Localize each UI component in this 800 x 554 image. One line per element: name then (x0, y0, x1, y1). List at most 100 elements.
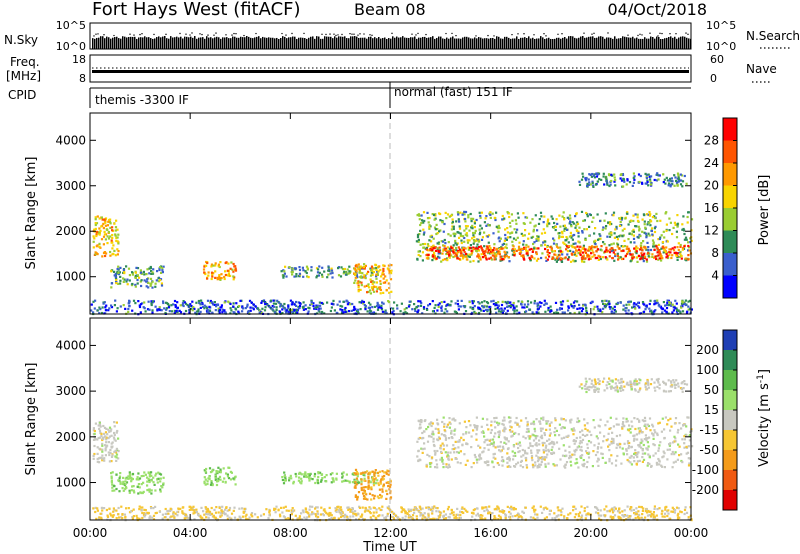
data-cell (435, 223, 438, 226)
data-cell (160, 284, 164, 287)
data-cell (527, 430, 530, 433)
nsearch-dot (189, 34, 191, 36)
data-cell (117, 233, 120, 236)
data-cell (657, 449, 660, 452)
data-cell (214, 477, 217, 480)
data-cell (683, 238, 686, 241)
data-cell (90, 303, 93, 306)
data-cell (105, 446, 108, 449)
data-cell (341, 268, 344, 271)
data-cell (109, 226, 112, 229)
data-cell (492, 232, 495, 235)
data-cell (503, 416, 506, 419)
data-cell (563, 242, 566, 245)
nsky-bar (618, 38, 620, 49)
data-cell (97, 232, 100, 235)
data-cell (658, 250, 661, 253)
data-cell (438, 302, 441, 305)
data-cell (663, 309, 666, 312)
data-cell (614, 178, 617, 182)
data-cell (505, 442, 508, 445)
nsky-bar (238, 37, 240, 49)
data-cell (152, 476, 155, 479)
nsky-bar (602, 36, 604, 49)
data-cell (602, 241, 605, 244)
data-cell (614, 378, 617, 381)
data-cell (363, 276, 366, 279)
data-cell (668, 229, 671, 232)
data-cell (318, 265, 321, 268)
data-cell (648, 307, 651, 310)
nsky-bar (676, 38, 678, 49)
nsky-bar (418, 37, 420, 49)
data-cell (448, 247, 451, 250)
data-cell (113, 304, 116, 307)
data-cell (96, 215, 99, 218)
data-cell (625, 383, 628, 386)
data-cell (636, 247, 639, 250)
data-cell (600, 245, 603, 248)
data-cell (511, 430, 514, 433)
data-cell (571, 429, 575, 432)
data-cell (294, 472, 297, 476)
data-cell (684, 236, 688, 239)
data-cell (651, 239, 655, 242)
data-cell (539, 463, 543, 466)
data-cell (560, 230, 563, 233)
data-cell (440, 301, 443, 304)
data-cell (587, 247, 590, 251)
data-cell (483, 221, 486, 224)
data-cell (288, 476, 291, 479)
data-cell (639, 174, 642, 178)
data-cell (464, 255, 468, 258)
data-cell (511, 450, 514, 453)
data-cell (472, 462, 475, 465)
data-cell (426, 453, 429, 456)
data-cell (481, 451, 484, 454)
data-cell (595, 172, 598, 175)
data-cell (584, 434, 587, 437)
data-cell (432, 256, 435, 259)
data-cell (553, 253, 556, 256)
data-cell (363, 477, 366, 480)
data-cell (456, 461, 459, 464)
data-cell (538, 301, 541, 304)
nsearch-dot (543, 33, 545, 35)
data-cell (596, 437, 599, 440)
data-cell (584, 251, 587, 254)
data-cell (605, 384, 608, 387)
nsky-bar (118, 38, 120, 49)
data-cell (498, 240, 501, 243)
data-cell (150, 269, 153, 272)
data-cell (478, 228, 481, 231)
data-cell (271, 308, 274, 311)
data-cell (314, 481, 317, 485)
data-cell (677, 382, 680, 385)
data-cell (497, 310, 501, 313)
data-cell (583, 424, 586, 427)
data-cell (115, 310, 118, 313)
nsky-bar (192, 37, 194, 49)
data-cell (532, 466, 535, 469)
data-cell (605, 225, 608, 228)
data-cell (612, 242, 615, 245)
data-cell (529, 259, 532, 262)
nsky-bar (446, 37, 448, 49)
data-cell (535, 311, 538, 314)
data-cell (326, 276, 329, 279)
data-cell (672, 441, 675, 444)
data-cell (202, 305, 205, 308)
data-cell (553, 250, 556, 253)
data-cell (229, 302, 232, 305)
data-cell (114, 233, 117, 236)
data-cell (512, 301, 515, 305)
data-cell (351, 302, 354, 306)
nsky-tick-top: 10^5 (56, 19, 86, 32)
data-cell (117, 450, 120, 453)
data-cell (515, 442, 518, 445)
data-cell (631, 253, 634, 256)
data-cell (540, 429, 543, 433)
data-cell (425, 465, 428, 468)
nsky-bar (584, 37, 586, 49)
data-cell (364, 277, 367, 280)
